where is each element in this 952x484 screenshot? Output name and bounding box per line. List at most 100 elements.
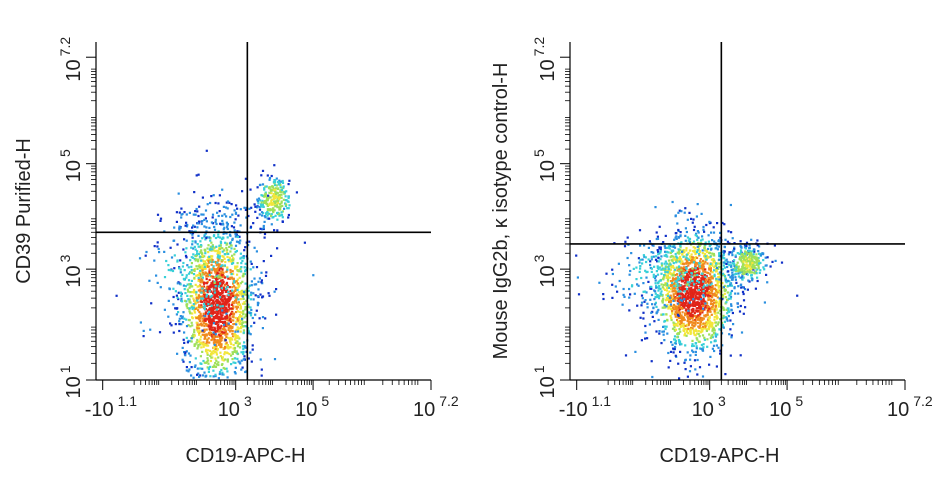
data-point [273, 358, 277, 361]
data-point [710, 247, 713, 250]
data-point [575, 254, 578, 257]
data-point [698, 244, 701, 247]
data-point [669, 314, 672, 318]
data-point [235, 323, 238, 326]
data-point [205, 277, 208, 281]
data-point [213, 328, 217, 331]
data-point [616, 290, 619, 293]
data-point [195, 326, 198, 329]
data-point [710, 321, 714, 325]
data-point [716, 248, 719, 251]
data-point [709, 336, 712, 340]
data-point [195, 207, 198, 211]
data-point [747, 256, 750, 259]
data-point [663, 262, 666, 265]
data-point [192, 376, 195, 379]
data-point [706, 288, 709, 291]
data-point [210, 268, 213, 271]
data-point [221, 268, 224, 271]
data-point [678, 267, 681, 270]
data-point [665, 276, 668, 279]
data-point [706, 311, 709, 314]
data-point [703, 274, 706, 277]
data-point [666, 246, 669, 249]
data-point [188, 300, 191, 304]
data-point [224, 322, 227, 325]
data-point [235, 280, 238, 283]
data-point [688, 314, 691, 317]
data-point [210, 257, 213, 260]
data-point [240, 311, 243, 314]
data-point [696, 256, 699, 260]
data-point [196, 301, 199, 304]
data-point [702, 346, 705, 349]
data-point [225, 251, 229, 254]
data-point [696, 338, 699, 341]
data-point [185, 256, 188, 259]
data-point [241, 275, 244, 278]
data-point [200, 305, 203, 308]
data-point [221, 296, 224, 299]
data-point [255, 250, 258, 253]
data-point [654, 295, 657, 298]
y-tick-label: 107.2 [57, 37, 85, 82]
data-point [229, 242, 232, 245]
data-point [236, 273, 239, 276]
data-point [740, 270, 744, 273]
data-point [670, 316, 673, 320]
data-point [200, 251, 203, 254]
data-point [204, 217, 207, 220]
data-point [234, 267, 237, 270]
data-point [178, 323, 181, 326]
data-point [213, 288, 216, 291]
data-point [689, 292, 693, 295]
data-point [694, 264, 697, 267]
data-point [602, 293, 605, 296]
data-point [622, 287, 625, 291]
data-point [206, 263, 209, 266]
data-point [660, 268, 663, 271]
data-point [710, 275, 713, 278]
data-point [182, 360, 185, 363]
data-point [185, 221, 188, 224]
data-point [178, 329, 181, 333]
data-point [712, 258, 715, 261]
data-point [701, 238, 704, 241]
data-point [253, 321, 256, 324]
data-point [210, 312, 213, 315]
data-point [250, 206, 253, 209]
data-point [664, 246, 667, 250]
data-point [244, 313, 247, 316]
data-point [677, 338, 680, 342]
data-point [209, 320, 212, 323]
data-point [663, 303, 666, 307]
data-point [206, 357, 209, 360]
data-point [223, 253, 226, 256]
data-point [749, 265, 752, 268]
data-point [206, 280, 209, 284]
data-point [671, 343, 674, 346]
data-point [666, 332, 669, 335]
data-point [678, 272, 681, 275]
data-point [199, 240, 202, 243]
data-point [713, 349, 716, 353]
data-point [233, 350, 236, 353]
data-point [694, 265, 697, 268]
data-point [263, 187, 266, 190]
data-point [654, 282, 657, 285]
data-point [204, 289, 207, 292]
data-point [220, 223, 223, 226]
data-point [223, 249, 226, 252]
data-point [221, 373, 224, 376]
data-point [234, 212, 237, 215]
data-point [214, 201, 217, 205]
data-point [240, 315, 243, 318]
data-point [711, 336, 714, 339]
data-point [210, 282, 213, 285]
data-point [685, 304, 688, 307]
data-point [177, 311, 180, 314]
data-point [694, 353, 697, 356]
data-point [260, 368, 263, 371]
data-point [638, 270, 641, 273]
data-point [194, 241, 197, 244]
